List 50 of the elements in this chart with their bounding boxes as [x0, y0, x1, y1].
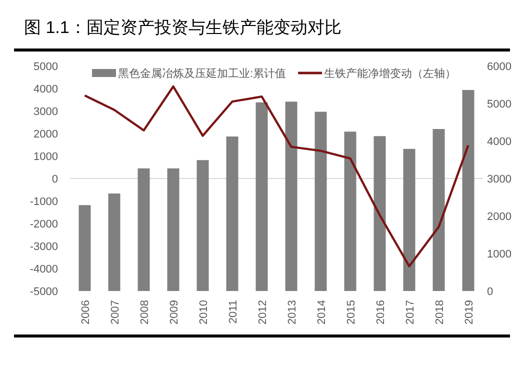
x-tick-label: 2009: [168, 300, 180, 324]
bar: [403, 148, 416, 291]
x-tick-label: 2016: [374, 300, 387, 324]
x-tick-label: 2014: [316, 300, 328, 324]
x-tick-label: 2013: [286, 300, 298, 324]
bar: [344, 132, 356, 291]
y-tick-label: -4000: [30, 264, 58, 276]
y-tick-label: -5000: [30, 286, 58, 298]
legend-label: 生铁产能净增变动（左轴）: [324, 67, 456, 80]
bar: [256, 102, 268, 291]
y-tick-label: 4000: [34, 84, 58, 96]
y2-tick-label: 2000: [487, 211, 512, 223]
y2-tick-label: 4000: [487, 136, 512, 148]
y2-tick-label: 1000: [487, 248, 512, 260]
x-tick-label: 2018: [434, 300, 446, 324]
y-tick-label: 2000: [34, 128, 58, 140]
bar: [108, 194, 120, 291]
x-tick-label: 2010: [198, 300, 210, 324]
legend-label: 黑色金属冶炼及压延加工业:累计值: [118, 67, 286, 80]
line-series: [84, 85, 470, 268]
y2-tick-label: 0: [487, 286, 494, 298]
y2-tick-label: 6000: [487, 61, 512, 73]
bar: [78, 205, 91, 291]
x-tick-label: 2007: [109, 300, 122, 324]
bar: [314, 112, 327, 291]
y2-tick-label: 5000: [487, 98, 512, 110]
bar: [138, 168, 150, 291]
y-tick-label: 0: [52, 174, 58, 186]
x-tick-label: 2008: [138, 300, 151, 324]
bar: [285, 102, 298, 291]
y-tick-label: 5000: [34, 61, 58, 73]
bar: [374, 136, 386, 291]
y-tick-label: 3000: [34, 106, 58, 118]
y-tick-label: -2000: [30, 218, 58, 230]
bar: [226, 136, 238, 291]
x-tick-label: 2017: [404, 300, 416, 324]
y-tick-label: -3000: [30, 241, 58, 253]
y2-tick-label: 3000: [487, 174, 512, 186]
y-tick-label: -1000: [30, 196, 58, 208]
chart-title: 图 1.1：固定资产投资与生铁产能变动对比: [24, 18, 342, 37]
bar: [196, 160, 209, 291]
x-tick-label: 2006: [80, 300, 92, 324]
bar: [432, 129, 445, 291]
bar: [167, 168, 180, 291]
x-tick-label: 2012: [256, 300, 269, 324]
x-tick-label: 2019: [463, 300, 476, 324]
bar: [462, 90, 474, 291]
x-tick-label: 2011: [227, 300, 240, 324]
x-tick-label: 2015: [345, 300, 358, 324]
y-tick-label: 1000: [34, 151, 58, 163]
